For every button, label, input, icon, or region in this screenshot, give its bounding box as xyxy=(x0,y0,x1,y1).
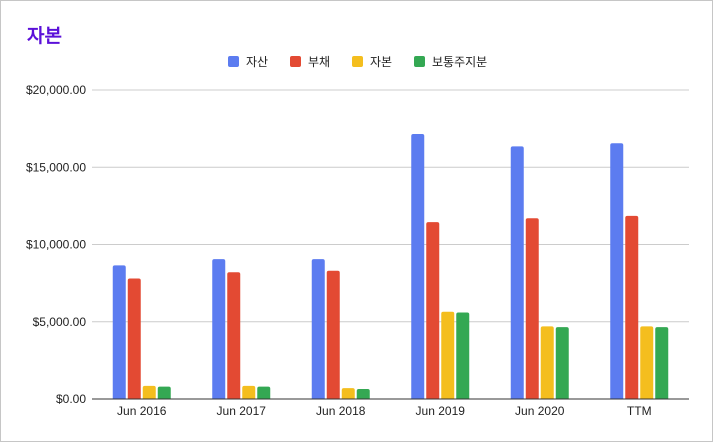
legend-swatch xyxy=(228,56,239,67)
bar xyxy=(540,326,554,399)
bar xyxy=(411,134,425,399)
bar xyxy=(326,270,340,399)
bar xyxy=(112,265,126,399)
bar xyxy=(257,386,271,399)
y-axis-tick-labels: $0.00 $5,000.00 $10,000.00 $15,000.00 $20,00… xyxy=(26,83,86,406)
bar xyxy=(157,386,171,399)
legend-label: 자산 xyxy=(246,55,268,69)
x-tick-label: TTM xyxy=(627,404,652,418)
gridlines xyxy=(92,89,689,323)
bar xyxy=(242,385,256,399)
y-tick-label: $15,000.00 xyxy=(26,160,86,174)
bar xyxy=(426,222,440,399)
x-axis-tick-labels: Jun 2016 Jun 2017 Jun 2018 Jun 2019 Jun 2020… xyxy=(117,404,652,418)
y-tick-label: $0.00 xyxy=(56,392,86,406)
y-tick-label: $5,000.00 xyxy=(33,315,87,329)
x-tick-label: Jun 2019 xyxy=(416,404,466,418)
legend-swatch xyxy=(290,56,301,67)
chart-title: 자본 xyxy=(27,25,62,47)
bar xyxy=(142,385,156,399)
x-tick-label: Jun 2018 xyxy=(316,404,366,418)
legend-label: 자본 xyxy=(370,55,392,69)
bar xyxy=(227,272,241,399)
bar xyxy=(655,327,669,399)
legend: 자산 부채 자본 보통주지분 xyxy=(228,55,487,69)
x-tick-label: Jun 2020 xyxy=(515,404,565,418)
bar xyxy=(311,259,325,399)
legend-label: 보통주지분 xyxy=(432,55,487,69)
y-tick-label: $20,000.00 xyxy=(26,83,86,97)
bar xyxy=(212,259,226,399)
legend-swatch xyxy=(414,56,425,67)
bar xyxy=(341,388,355,399)
bar xyxy=(456,312,470,399)
bar xyxy=(625,215,639,399)
bar xyxy=(555,327,569,399)
bar xyxy=(640,326,654,399)
legend-label: 부채 xyxy=(308,55,330,69)
bar xyxy=(441,311,455,399)
y-tick-label: $10,000.00 xyxy=(26,238,86,252)
x-tick-label: Jun 2016 xyxy=(117,404,167,418)
bar xyxy=(127,278,141,399)
legend-swatch xyxy=(352,56,363,67)
bar xyxy=(510,146,524,399)
x-tick-label: Jun 2017 xyxy=(217,404,267,418)
bars xyxy=(112,134,669,399)
bar xyxy=(356,388,370,399)
bar xyxy=(525,218,539,399)
bar xyxy=(610,143,624,399)
